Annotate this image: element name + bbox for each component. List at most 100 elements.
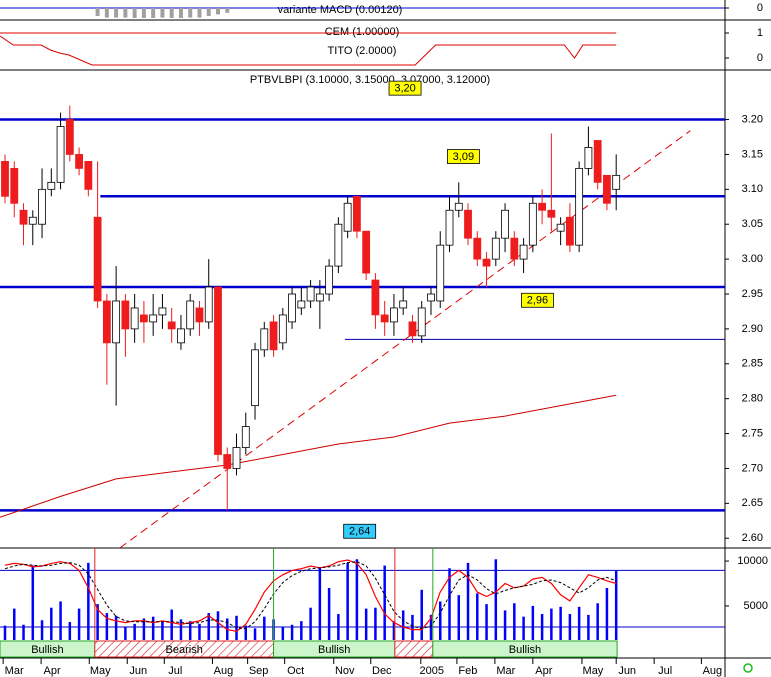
- candle-body: [325, 265, 334, 295]
- candle-body: [241, 426, 250, 448]
- candle-body: [65, 119, 74, 155]
- bar: [151, 8, 156, 18]
- bar: [160, 8, 165, 18]
- regime-label: Bullish: [318, 644, 350, 656]
- candle-body: [93, 216, 102, 302]
- price-label: 3,09: [453, 151, 474, 163]
- candle-body: [278, 314, 287, 344]
- candle-body: [47, 181, 56, 190]
- bar: [3, 625, 7, 640]
- candle-body: [510, 237, 519, 260]
- x-tick-label: Mar: [496, 665, 515, 677]
- x-tick-label: Dec: [372, 665, 392, 677]
- bar: [485, 604, 488, 640]
- candle-body: [149, 314, 158, 323]
- bar: [392, 621, 396, 640]
- candle-body: [399, 300, 408, 309]
- bar: [179, 619, 183, 640]
- bar: [383, 565, 386, 640]
- x-tick-label: May: [90, 665, 111, 677]
- bar: [327, 587, 331, 640]
- candle-body: [140, 314, 148, 323]
- x-tick-label: Aug: [214, 665, 234, 677]
- candle-body: [390, 307, 398, 323]
- candle-body: [408, 321, 417, 337]
- candle-body: [288, 293, 296, 323]
- regime-label: Bullish: [31, 644, 63, 656]
- candle-body: [464, 209, 472, 239]
- x-tick-label: Jul: [168, 665, 182, 677]
- x-tick-label: Oct: [287, 665, 304, 677]
- candle-body: [56, 126, 65, 183]
- x-tick-label: Aug: [703, 665, 723, 677]
- bar: [457, 595, 461, 640]
- bar: [197, 8, 202, 18]
- panel-title: variante MACD (0.00120): [278, 4, 403, 16]
- bar: [198, 623, 201, 640]
- price-label: 3,20: [394, 83, 415, 95]
- indicator-line: [0, 35, 617, 66]
- bar: [161, 622, 164, 640]
- candle-body: [297, 300, 306, 309]
- bar: [448, 568, 451, 640]
- candle-body: [112, 300, 121, 344]
- candle-body: [10, 167, 19, 204]
- bar: [22, 624, 25, 640]
- candle-body: [417, 307, 426, 337]
- candle-body: [519, 244, 528, 260]
- bar: [123, 8, 128, 18]
- bar: [281, 627, 285, 640]
- y-tick-label: 2.65: [742, 497, 763, 509]
- panel-title: PTBVLBPI (3.10000, 3.15000, 3.07000, 3.1…: [250, 74, 490, 86]
- bar: [244, 625, 248, 640]
- candle-body: [177, 328, 185, 344]
- bar: [605, 587, 609, 640]
- candle-body: [593, 140, 602, 183]
- bar: [142, 618, 146, 640]
- candle-body: [28, 216, 37, 225]
- candle-body: [204, 286, 213, 323]
- candle-body: [501, 209, 509, 239]
- candle-body: [102, 300, 111, 344]
- candle-body: [167, 321, 176, 330]
- candle-body: [482, 258, 491, 267]
- bar: [401, 610, 405, 640]
- price-label: 2,96: [527, 295, 548, 307]
- candle-body: [575, 167, 584, 246]
- bar: [188, 621, 192, 640]
- bar: [151, 616, 155, 640]
- candle-body: [445, 209, 454, 246]
- candle-body: [565, 216, 574, 246]
- bar: [104, 8, 109, 18]
- candle-body: [19, 209, 28, 225]
- bar: [40, 620, 44, 640]
- candle-body: [371, 279, 380, 316]
- bar: [31, 565, 35, 640]
- bar: [59, 601, 62, 640]
- candle-body: [343, 202, 352, 232]
- x-tick-label: Apr: [44, 665, 61, 677]
- bar: [309, 607, 312, 640]
- candle-body: [223, 454, 232, 469]
- bar: [216, 611, 220, 640]
- y-tick-label: 1: [757, 27, 763, 39]
- candle-body: [547, 209, 556, 218]
- bar: [50, 607, 53, 640]
- candle-body: [84, 161, 93, 190]
- bar: [438, 601, 442, 640]
- candle-body: [352, 195, 361, 232]
- candle-body: [306, 286, 315, 302]
- x-tick-label: 2005: [420, 665, 444, 677]
- bar: [253, 628, 257, 640]
- candle-body: [436, 244, 445, 302]
- y-tick-label: 3.05: [742, 218, 763, 230]
- bar: [206, 8, 211, 16]
- candle-body: [195, 307, 204, 323]
- y-tick-label: 2.95: [742, 288, 763, 300]
- bar: [466, 562, 470, 640]
- bar: [263, 616, 266, 640]
- candle-body: [538, 202, 547, 211]
- candle-body: [75, 154, 83, 169]
